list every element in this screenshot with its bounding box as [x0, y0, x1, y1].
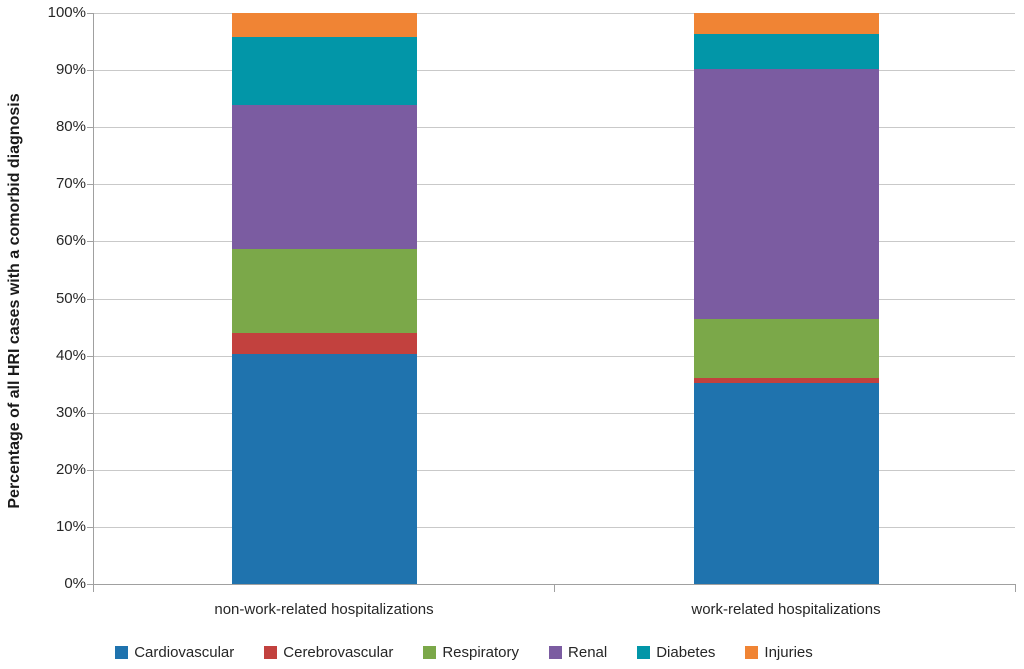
y-tick-label: 30% [55, 404, 86, 421]
legend-swatch-icon [745, 645, 759, 659]
y-tick-label: 70% [55, 175, 86, 192]
bar-segment-cardiovascular-cat1 [694, 383, 879, 584]
y-tick-mark [87, 241, 93, 242]
y-tick-mark [87, 413, 93, 414]
bar-segment-cerebrovascular-cat1 [694, 377, 879, 383]
y-tick-mark [87, 356, 93, 357]
bar-segment-respiratory-cat0 [232, 248, 417, 333]
legend-swatch-icon [115, 645, 129, 659]
legend-item-injuries: Injuries [745, 643, 813, 661]
y-tick-label: 0% [64, 575, 86, 592]
legend-label: Injuries [764, 643, 813, 661]
bar-segment-respiratory-cat1 [694, 319, 879, 378]
y-tick-mark [87, 470, 93, 471]
legend-label: Renal [568, 643, 608, 661]
y-axis-line [93, 13, 94, 592]
bar-segment-diabetes-cat0 [232, 36, 417, 105]
y-tick-mark [87, 527, 93, 528]
legend-label: Respiratory [442, 643, 520, 661]
legend-item-respiratory: Respiratory [423, 644, 519, 661]
legend-swatch-icon [549, 645, 563, 659]
y-tick-label: 100% [47, 4, 86, 21]
legend-swatch-icon [637, 645, 651, 659]
x-tick-mark [554, 584, 555, 592]
legend-item-renal: Renal [549, 644, 607, 661]
legend-item-diabetes: Diabetes [637, 644, 715, 661]
y-tick-label: 90% [55, 61, 86, 78]
legend-label: Cardiovascular [134, 643, 235, 661]
bar-segment-cardiovascular-cat0 [232, 353, 417, 584]
bar-segment-injuries-cat1 [694, 13, 879, 35]
y-tick-label: 40% [55, 347, 86, 364]
y-tick-label: 60% [55, 232, 86, 249]
x-tick-mark [1015, 584, 1016, 592]
category-label: work-related hospitalizations [691, 601, 881, 618]
legend-label: Cerebrovascular [283, 643, 394, 661]
y-tick-label: 50% [55, 290, 86, 307]
bar-segment-diabetes-cat1 [694, 34, 879, 69]
bar-segment-renal-cat1 [694, 68, 879, 320]
y-tick-mark [87, 70, 93, 71]
legend: Cardiovascular Cerebrovascular Respiratory… [0, 641, 928, 663]
y-tick-mark [87, 184, 93, 185]
legend-swatch-icon [264, 645, 278, 659]
y-tick-mark [87, 299, 93, 300]
y-tick-mark [87, 13, 93, 14]
bar-segment-renal-cat0 [232, 104, 417, 249]
bar-segment-cerebrovascular-cat0 [232, 332, 417, 354]
legend-item-cerebrovascular: Cerebrovascular [264, 644, 393, 661]
y-tick-mark [87, 127, 93, 128]
category-label: non-work-related hospitalizations [214, 601, 434, 618]
bar-segment-injuries-cat0 [232, 13, 417, 37]
legend-label: Diabetes [656, 643, 716, 661]
y-tick-label: 20% [55, 461, 86, 478]
legend-item-cardiovascular: Cardiovascular [115, 644, 234, 661]
y-tick-label: 10% [55, 518, 86, 535]
legend-swatch-icon [423, 645, 437, 659]
x-axis-line [87, 584, 1015, 585]
y-tick-label: 80% [55, 118, 86, 135]
